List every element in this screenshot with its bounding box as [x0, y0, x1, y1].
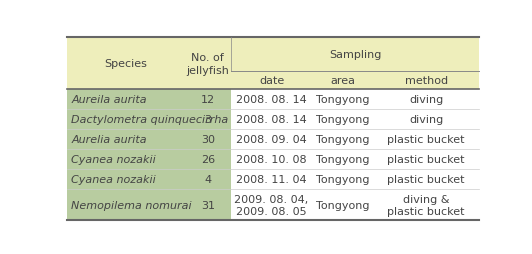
Text: 12: 12	[201, 95, 215, 105]
Bar	[66, 110, 231, 130]
Text: Cyanea nozakii: Cyanea nozakii	[71, 175, 156, 185]
Bar	[231, 190, 479, 220]
Text: date: date	[259, 76, 284, 86]
Bar	[231, 130, 479, 150]
Bar	[231, 170, 479, 190]
Text: diving: diving	[409, 95, 443, 105]
Text: 3: 3	[204, 115, 211, 125]
Text: Aureila aurita: Aureila aurita	[71, 95, 147, 105]
Text: method: method	[405, 76, 448, 86]
Text: Tongyong: Tongyong	[316, 135, 370, 145]
Text: 2008. 08. 14: 2008. 08. 14	[236, 115, 307, 125]
Text: 4: 4	[204, 175, 211, 185]
Text: diving: diving	[409, 115, 443, 125]
Text: Tongyong: Tongyong	[316, 95, 370, 105]
Text: 2008. 10. 08: 2008. 10. 08	[236, 155, 307, 165]
Text: Species: Species	[104, 59, 147, 69]
Bar	[66, 150, 231, 170]
Text: Nemopilema nomurai: Nemopilema nomurai	[71, 200, 192, 210]
Text: 31: 31	[201, 200, 215, 210]
Text: 2008. 08. 14: 2008. 08. 14	[236, 95, 307, 105]
Text: Tongyong: Tongyong	[316, 155, 370, 165]
Bar	[66, 170, 231, 190]
Bar	[66, 38, 479, 90]
Text: Dactylometra quinquecirrha: Dactylometra quinquecirrha	[71, 115, 229, 125]
Text: 2008. 11. 04: 2008. 11. 04	[236, 175, 307, 185]
Text: 30: 30	[201, 135, 215, 145]
Text: Aurelia aurita: Aurelia aurita	[71, 135, 147, 145]
Text: Cyanea nozakii: Cyanea nozakii	[71, 155, 156, 165]
Text: 26: 26	[201, 155, 215, 165]
Text: plastic bucket: plastic bucket	[387, 155, 465, 165]
Bar	[66, 90, 231, 110]
Bar	[231, 110, 479, 130]
Bar	[231, 150, 479, 170]
Text: diving &
plastic bucket: diving & plastic bucket	[387, 194, 465, 216]
Text: area: area	[330, 76, 355, 86]
Bar	[66, 190, 231, 220]
Text: plastic bucket: plastic bucket	[387, 175, 465, 185]
Text: 2008. 09. 04: 2008. 09. 04	[236, 135, 307, 145]
Bar	[66, 130, 231, 150]
Text: Tongyong: Tongyong	[316, 200, 370, 210]
Text: 2009. 08. 04,
2009. 08. 05: 2009. 08. 04, 2009. 08. 05	[235, 194, 309, 216]
Text: Tongyong: Tongyong	[316, 115, 370, 125]
Text: Tongyong: Tongyong	[316, 175, 370, 185]
Text: No. of
jellyfish: No. of jellyfish	[186, 53, 229, 75]
Text: plastic bucket: plastic bucket	[387, 135, 465, 145]
Bar	[231, 90, 479, 110]
Text: Sampling: Sampling	[329, 50, 381, 60]
